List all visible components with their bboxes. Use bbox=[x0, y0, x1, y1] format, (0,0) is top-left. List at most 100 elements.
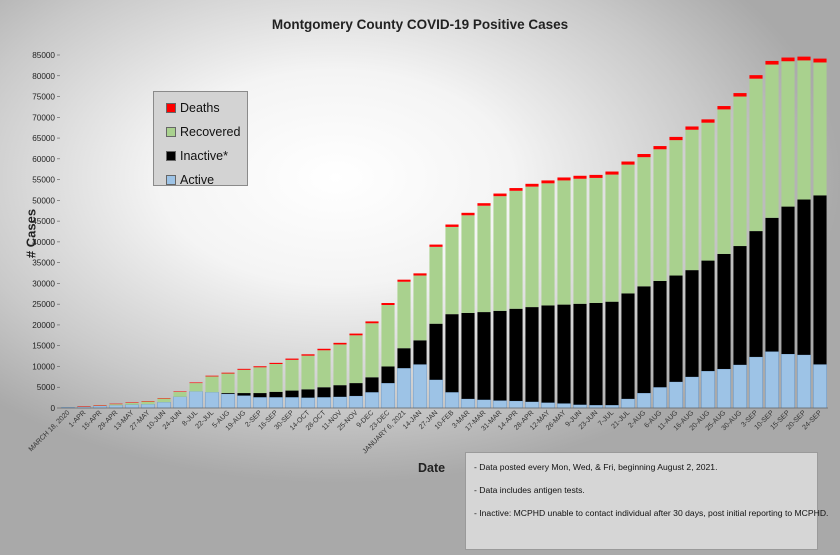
bar-recovered-16 bbox=[317, 350, 331, 388]
bar-recovered-40 bbox=[701, 122, 715, 261]
legend-item-active: Active bbox=[154, 168, 247, 192]
bar-active-25 bbox=[461, 398, 475, 409]
bar-active-44 bbox=[765, 351, 779, 409]
bar-recovered-32 bbox=[573, 178, 587, 304]
y-axis-label: # Cases bbox=[23, 208, 39, 259]
bar-recovered-24 bbox=[445, 226, 459, 315]
y-tick-label-6: 30000 bbox=[32, 279, 55, 288]
legend: Deaths Recovered Inactive* Active bbox=[153, 91, 248, 187]
bar-deaths-34 bbox=[605, 171, 619, 175]
y-tick-label-1: 5000 bbox=[37, 383, 56, 392]
y-tick-label-5: 25000 bbox=[32, 300, 55, 309]
bar-deaths-43 bbox=[749, 75, 763, 79]
bar-inactive-34 bbox=[605, 301, 619, 406]
bar-inactive-19 bbox=[365, 377, 379, 393]
bar-active-17 bbox=[333, 396, 347, 409]
y-tick-label-8: 40000 bbox=[32, 238, 55, 247]
bar-active-29 bbox=[525, 401, 539, 409]
bar-inactive-32 bbox=[573, 303, 587, 405]
bar-inactive-33 bbox=[589, 302, 603, 406]
bar-inactive-46 bbox=[797, 199, 811, 355]
bar-recovered-10 bbox=[221, 373, 235, 394]
bar-deaths-24 bbox=[445, 224, 459, 227]
bar-recovered-8 bbox=[189, 383, 203, 392]
y-tick-label-0: 0 bbox=[50, 404, 55, 413]
bar-deaths-46 bbox=[797, 56, 811, 61]
y-tick-label-16: 80000 bbox=[32, 72, 55, 81]
bar-deaths-20 bbox=[381, 303, 395, 305]
bar-inactive-38 bbox=[669, 275, 683, 382]
bar-inactive-14 bbox=[285, 390, 299, 398]
bar-active-45 bbox=[781, 353, 795, 409]
y-tick-label-4: 20000 bbox=[32, 321, 55, 330]
bar-inactive-21 bbox=[397, 348, 411, 369]
bar-inactive-47 bbox=[813, 195, 827, 365]
bar-deaths-27 bbox=[493, 193, 507, 197]
bar-inactive-26 bbox=[477, 312, 491, 400]
bar-recovered-35 bbox=[621, 164, 635, 294]
bar-inactive-20 bbox=[381, 366, 395, 384]
legend-item-deaths: Deaths bbox=[154, 96, 247, 120]
bar-deaths-47 bbox=[813, 58, 827, 63]
bar-recovered-42 bbox=[733, 96, 747, 247]
bar-deaths-18 bbox=[349, 333, 363, 336]
bar-inactive-31 bbox=[557, 304, 571, 404]
bar-active-12 bbox=[253, 397, 267, 409]
bar-active-35 bbox=[621, 398, 635, 409]
bar-active-6 bbox=[157, 401, 171, 409]
bar-inactive-29 bbox=[525, 307, 539, 402]
bar-active-22 bbox=[413, 364, 427, 409]
bar-deaths-11 bbox=[237, 368, 251, 370]
bar-active-8 bbox=[189, 391, 203, 409]
bar-recovered-27 bbox=[493, 196, 507, 311]
bar-recovered-6 bbox=[157, 398, 171, 403]
bar-recovered-44 bbox=[765, 64, 779, 218]
bar-inactive-15 bbox=[301, 389, 315, 398]
bar-inactive-42 bbox=[733, 246, 747, 365]
bar-recovered-26 bbox=[477, 205, 491, 313]
bar-deaths-13 bbox=[269, 362, 283, 364]
bar-deaths-23 bbox=[429, 244, 443, 247]
bar-deaths-19 bbox=[365, 321, 379, 324]
bar-inactive-24 bbox=[445, 314, 459, 393]
note-antigen-tests: - Data includes antigen tests. bbox=[474, 485, 585, 495]
bar-recovered-23 bbox=[429, 246, 443, 324]
bar-deaths-38 bbox=[669, 136, 683, 141]
bar-recovered-45 bbox=[781, 61, 795, 207]
bar-recovered-9 bbox=[205, 376, 219, 393]
bar-active-37 bbox=[653, 387, 667, 409]
bar-recovered-31 bbox=[557, 180, 571, 305]
bar-deaths-41 bbox=[717, 106, 731, 110]
y-tick-label-11: 55000 bbox=[32, 176, 55, 185]
bar-deaths-35 bbox=[621, 161, 635, 165]
bar-deaths-31 bbox=[557, 177, 571, 181]
bar-active-39 bbox=[685, 376, 699, 409]
bar-recovered-17 bbox=[333, 344, 347, 386]
bar-deaths-4 bbox=[125, 402, 139, 403]
bar-recovered-30 bbox=[541, 183, 555, 306]
legend-label-deaths: Deaths bbox=[180, 101, 220, 115]
bar-active-20 bbox=[381, 382, 395, 409]
bar-inactive-37 bbox=[653, 280, 667, 388]
bar-recovered-19 bbox=[365, 323, 379, 378]
bar-active-46 bbox=[797, 354, 811, 409]
bar-deaths-42 bbox=[733, 93, 747, 97]
bar-inactive-39 bbox=[685, 270, 699, 377]
bar-active-38 bbox=[669, 381, 683, 409]
bar-deaths-30 bbox=[541, 180, 555, 184]
bar-inactive-43 bbox=[749, 231, 763, 357]
bar-active-7 bbox=[173, 396, 187, 409]
bar-recovered-22 bbox=[413, 275, 427, 341]
bar-deaths-3 bbox=[109, 403, 123, 405]
bar-recovered-37 bbox=[653, 149, 667, 281]
bar-deaths-12 bbox=[253, 366, 267, 368]
bar-inactive-18 bbox=[349, 383, 363, 396]
y-tick-label-9: 45000 bbox=[32, 217, 55, 226]
bar-deaths-5 bbox=[141, 401, 155, 402]
y-tick-label-3: 15000 bbox=[32, 342, 55, 351]
y-tick-label-13: 65000 bbox=[32, 134, 55, 143]
bars-group bbox=[61, 56, 827, 409]
bar-recovered-29 bbox=[525, 186, 539, 308]
bar-deaths-1 bbox=[77, 406, 91, 407]
